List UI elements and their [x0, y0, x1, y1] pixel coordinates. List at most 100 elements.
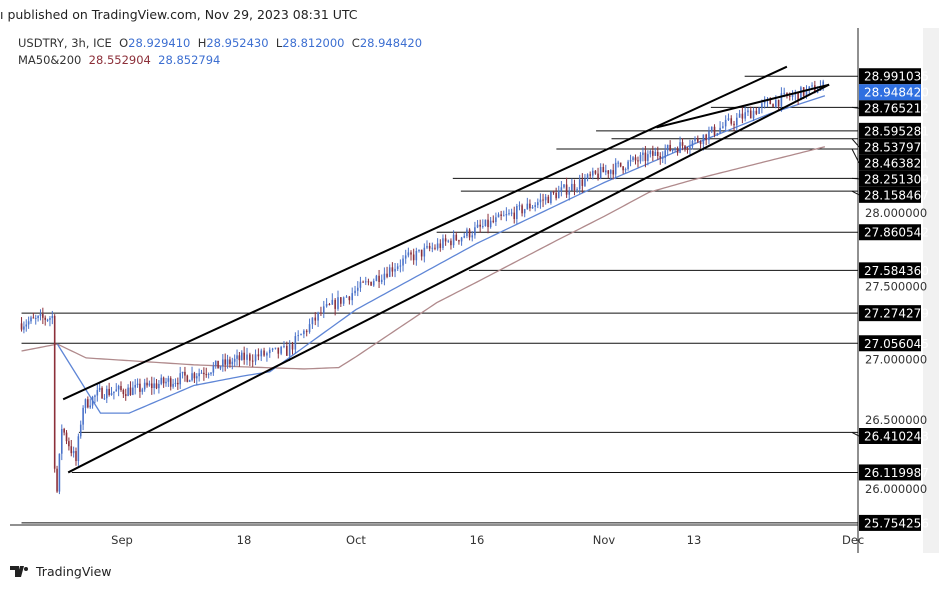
candle-body: [113, 391, 115, 394]
label-box: [859, 514, 921, 531]
candle-body: [294, 336, 297, 350]
symbol-info: USDTRY, 3h, ICE: [18, 36, 112, 50]
candle-body: [508, 213, 510, 215]
candle-body: [207, 373, 210, 375]
candle-body: [578, 179, 581, 190]
label-text: 27.056045: [864, 337, 929, 351]
candle-body: [127, 387, 129, 397]
plot-area: [10, 28, 858, 525]
label-text: 28.158467: [864, 188, 929, 202]
level-price-label: 25.754256: [859, 514, 929, 531]
candle-body: [263, 350, 265, 356]
candle-body: [481, 226, 484, 228]
candle-body: [132, 387, 134, 395]
candle-body: [689, 146, 691, 150]
candle-body: [733, 123, 735, 126]
y-tick-label: 26.000000: [865, 482, 927, 496]
candle-body: [531, 206, 534, 209]
candle-body: [612, 170, 615, 175]
candle-body: [730, 118, 733, 124]
x-tick-label: 16: [470, 533, 485, 547]
candle-body: [214, 360, 217, 366]
candle-body: [63, 429, 65, 433]
candle-body: [375, 275, 378, 281]
ma200-value: 28.552904: [88, 53, 151, 67]
candle-body: [479, 224, 481, 227]
label-connector: [851, 177, 860, 180]
ma-label: MA50&200: [18, 53, 82, 67]
candle-body: [51, 315, 54, 319]
candle-body: [684, 145, 686, 149]
candle-body: [639, 154, 642, 162]
candle-body: [592, 170, 594, 176]
candle-body: [317, 312, 319, 321]
candle-body: [89, 405, 92, 408]
candle-body: [699, 141, 702, 145]
candle-body: [571, 183, 573, 191]
candle-body: [500, 214, 502, 216]
x-tick-label: Nov: [593, 533, 616, 547]
candle-body: [203, 372, 205, 375]
candle-body: [34, 318, 37, 320]
candle-body: [141, 389, 144, 392]
candle-body: [805, 89, 808, 96]
candle-body: [280, 347, 282, 354]
published-caption: ı published on TradingView.com, Nov 29, …: [0, 7, 358, 22]
candle-body: [632, 157, 634, 160]
candle-body: [523, 209, 526, 214]
candle-body: [444, 238, 447, 242]
candle-body: [772, 104, 774, 107]
candle-body: [565, 184, 568, 195]
candle-body: [25, 324, 28, 327]
candle-body: [300, 334, 302, 336]
candle-body: [20, 323, 23, 330]
candle-body: [586, 174, 589, 179]
label-box: [859, 154, 921, 171]
label-connector: [851, 106, 860, 109]
y-tick-label: 27.500000: [865, 279, 927, 293]
candle-body: [249, 354, 251, 361]
level-price-label: 28.765212: [851, 100, 929, 117]
candle-body: [518, 205, 521, 207]
candle-body: [761, 103, 763, 108]
candle-body: [463, 236, 466, 238]
candle-body: [581, 179, 584, 186]
candle-body: [542, 199, 544, 201]
candle-body: [642, 152, 644, 155]
candle-body: [649, 151, 652, 155]
candle-body: [654, 151, 657, 156]
candle-body: [334, 299, 336, 309]
candle-body: [160, 377, 163, 384]
candle-body: [686, 148, 689, 150]
candle-body: [605, 170, 607, 173]
level-price-label: 26.119987: [859, 464, 929, 481]
candle-body: [552, 191, 555, 193]
label-text: 26.119987: [864, 466, 929, 480]
candle-body: [644, 152, 647, 161]
candle-body: [594, 170, 597, 174]
candle-body: [669, 144, 671, 151]
candle-body: [775, 99, 777, 107]
candle-body: [550, 191, 552, 203]
candle-body: [741, 113, 744, 119]
x-tick-label: Sep: [111, 533, 133, 547]
candle-body: [386, 273, 388, 277]
candle-body: [702, 134, 705, 145]
candle-body: [752, 110, 755, 119]
candle-body: [37, 315, 39, 319]
candle-body: [744, 112, 746, 119]
candle-body: [153, 383, 155, 389]
candle-body: [124, 394, 127, 397]
candle-body: [404, 255, 407, 259]
candle-body: [442, 238, 444, 248]
candle-body: [727, 118, 730, 120]
x-tick-label: 13: [687, 533, 702, 547]
candle-body: [380, 279, 383, 282]
candle-body: [777, 99, 780, 107]
candle-body: [165, 381, 167, 384]
candle-body: [622, 166, 624, 171]
candle-body: [27, 321, 30, 325]
candle-body: [155, 383, 158, 389]
candle-body: [177, 382, 179, 385]
